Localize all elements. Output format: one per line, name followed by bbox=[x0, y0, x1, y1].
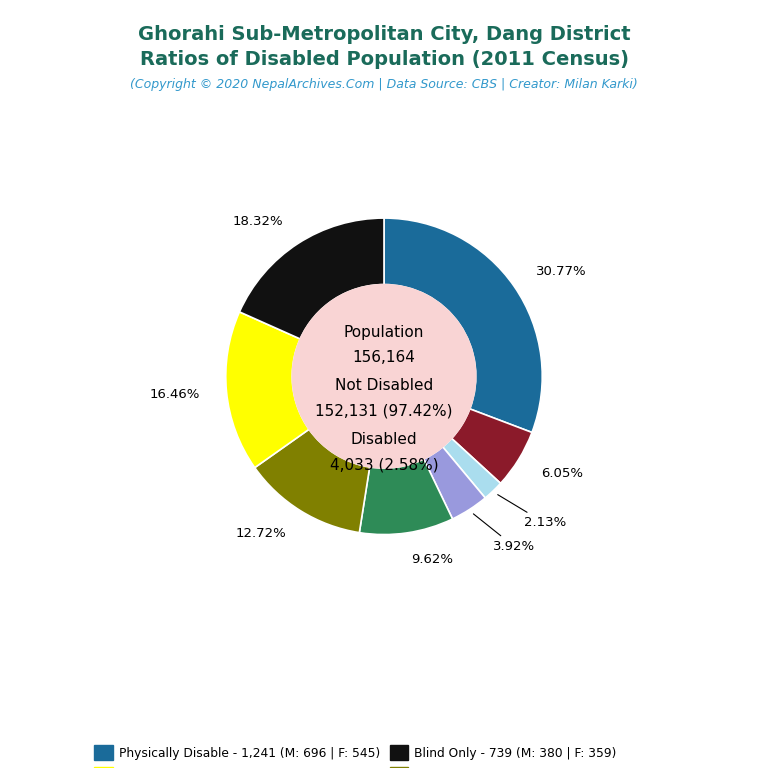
Text: 3.92%: 3.92% bbox=[473, 514, 535, 553]
Circle shape bbox=[292, 284, 476, 468]
Wedge shape bbox=[424, 447, 485, 519]
Wedge shape bbox=[442, 439, 501, 498]
Text: Not Disabled: Not Disabled bbox=[335, 379, 433, 393]
Text: Ghorahi Sub-Metropolitan City, Dang District: Ghorahi Sub-Metropolitan City, Dang Dist… bbox=[137, 25, 631, 44]
Text: Ratios of Disabled Population (2011 Census): Ratios of Disabled Population (2011 Cens… bbox=[140, 51, 628, 69]
Wedge shape bbox=[359, 459, 452, 535]
Text: (Copyright © 2020 NepalArchives.Com | Data Source: CBS | Creator: Milan Karki): (Copyright © 2020 NepalArchives.Com | Da… bbox=[130, 78, 638, 91]
Text: 2.13%: 2.13% bbox=[498, 495, 566, 529]
Text: 30.77%: 30.77% bbox=[536, 265, 587, 278]
Text: 9.62%: 9.62% bbox=[411, 553, 453, 566]
Text: 16.46%: 16.46% bbox=[149, 388, 200, 401]
Text: 152,131 (97.42%): 152,131 (97.42%) bbox=[315, 404, 453, 419]
Wedge shape bbox=[240, 218, 384, 339]
Wedge shape bbox=[226, 312, 309, 468]
Wedge shape bbox=[452, 409, 532, 483]
Wedge shape bbox=[384, 218, 542, 432]
Text: 4,033 (2.58%): 4,033 (2.58%) bbox=[329, 458, 439, 472]
Text: Population: Population bbox=[344, 325, 424, 339]
Text: 156,164: 156,164 bbox=[353, 350, 415, 365]
Legend: Physically Disable - 1,241 (M: 696 | F: 545), Deaf Only - 664 (M: 333 | F: 331),: Physically Disable - 1,241 (M: 696 | F: … bbox=[90, 740, 678, 768]
Text: 12.72%: 12.72% bbox=[236, 527, 286, 540]
Wedge shape bbox=[255, 429, 369, 533]
Text: Disabled: Disabled bbox=[351, 432, 417, 447]
Text: 6.05%: 6.05% bbox=[541, 467, 584, 480]
Text: 18.32%: 18.32% bbox=[233, 214, 283, 227]
